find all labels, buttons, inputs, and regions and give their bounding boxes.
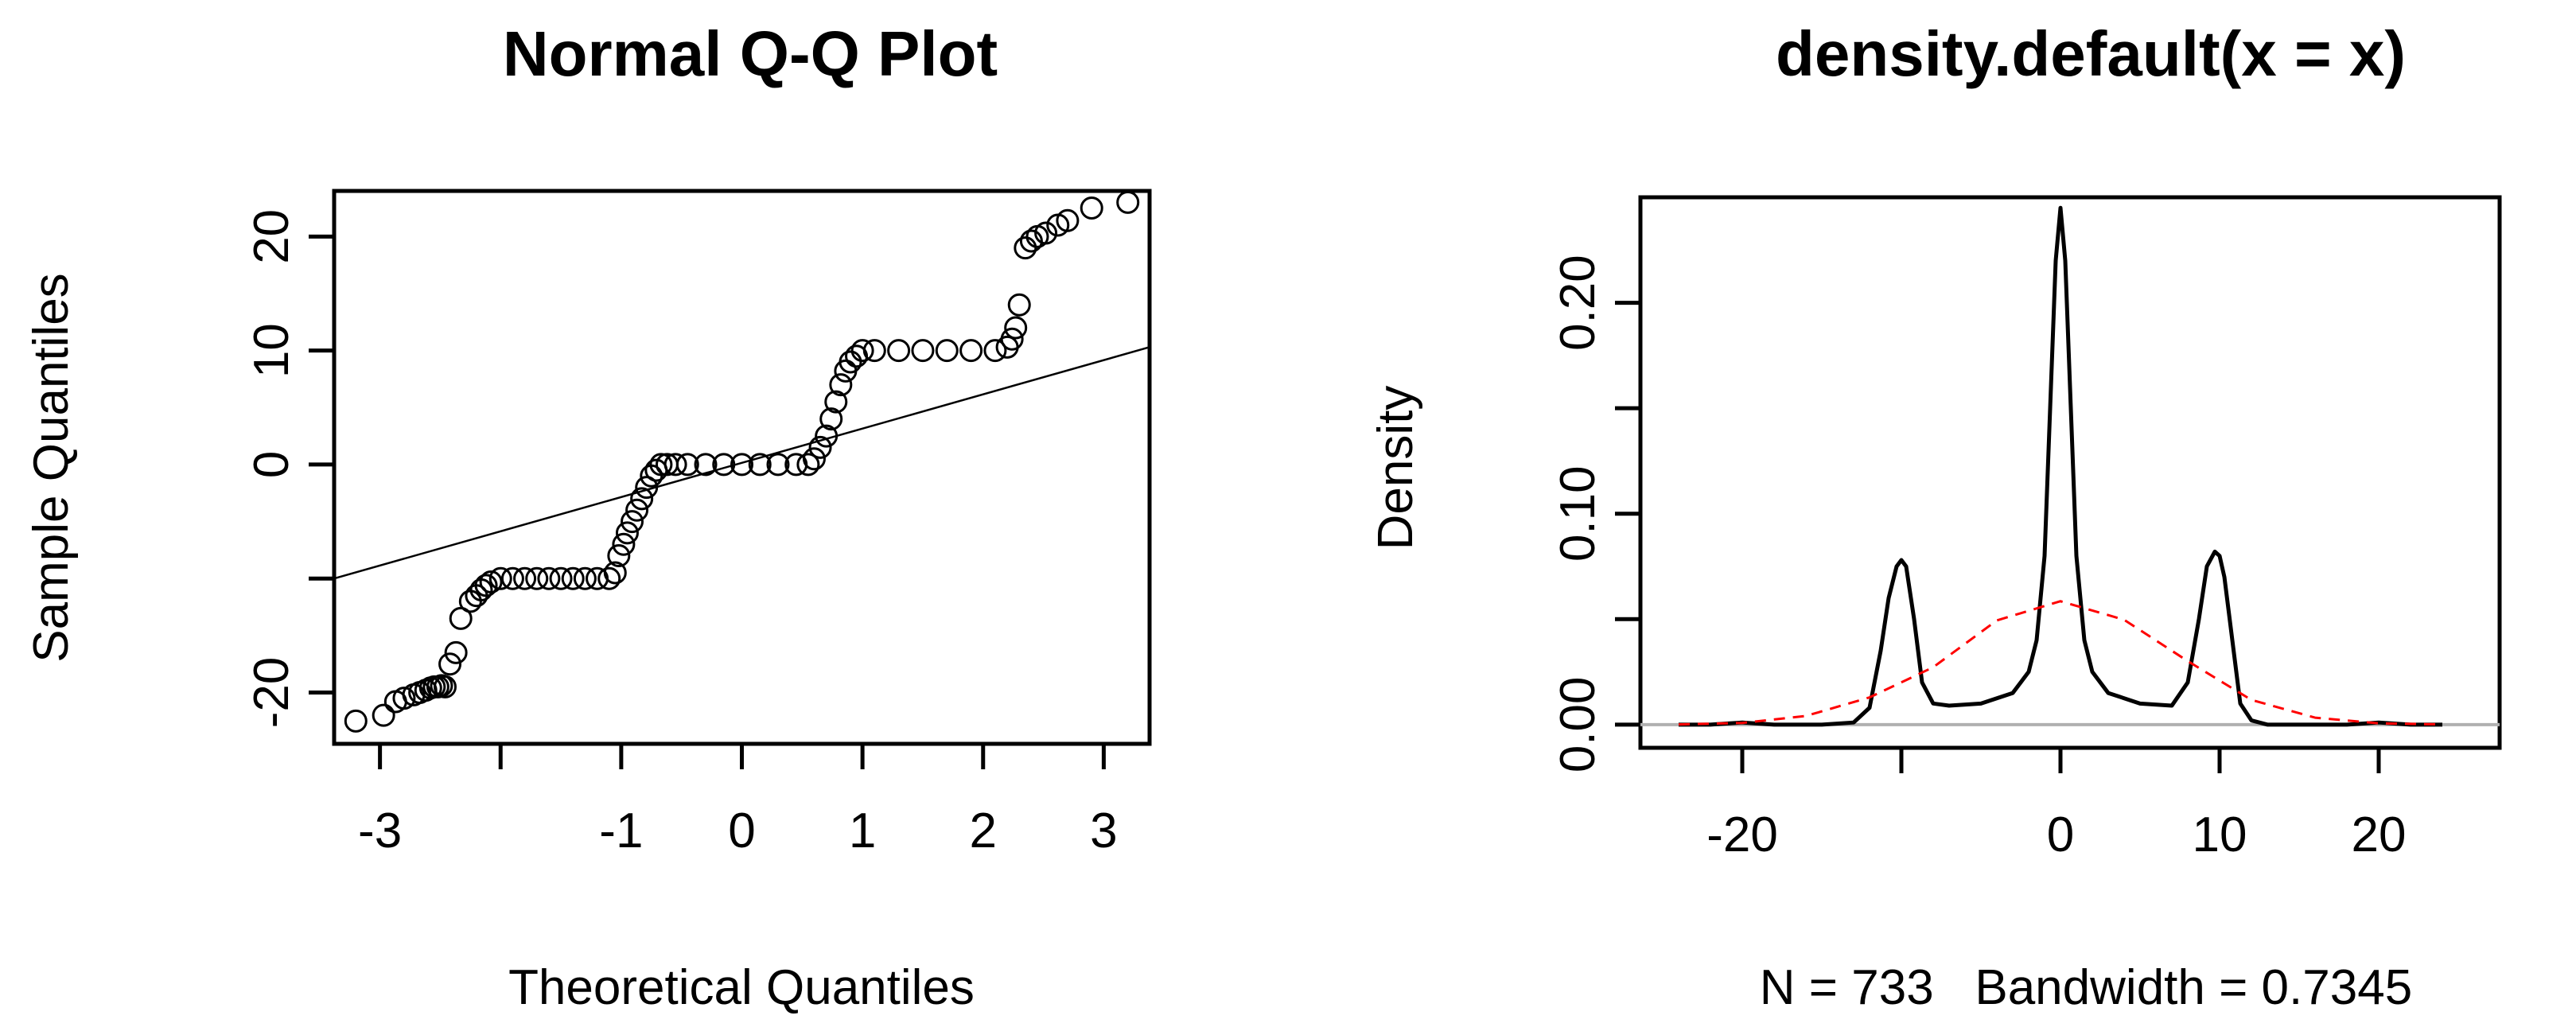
- qq-plot-title: Normal Q-Q Plot: [503, 18, 998, 89]
- qq-point: [959, 339, 983, 363]
- density-plot-title: density.default(x = x): [1776, 18, 2406, 89]
- density-y-tick-label: 0.10: [1551, 465, 1605, 562]
- qq-point: [730, 453, 753, 477]
- qq-point: [537, 566, 561, 590]
- qq-point: [458, 589, 482, 613]
- qq-reference-line: [333, 346, 1150, 580]
- qq-y-axis-label: Sample Quantiles: [24, 273, 79, 662]
- qq-point: [1019, 229, 1043, 253]
- qq-x-tick-label: -3: [358, 803, 402, 858]
- qq-point: [603, 561, 627, 585]
- qq-point: [549, 566, 573, 590]
- qq-point: [597, 566, 621, 590]
- qq-point: [1000, 327, 1024, 351]
- qq-point: [824, 390, 848, 414]
- qq-x-tick-label: -1: [599, 803, 643, 858]
- qq-point: [561, 566, 585, 590]
- qq-point: [748, 453, 772, 477]
- qq-x-tick-label: 3: [1090, 803, 1117, 858]
- qq-point: [694, 453, 718, 477]
- qq-point: [625, 498, 649, 522]
- qq-point: [1014, 236, 1037, 260]
- density-x-axis: -20 0 10 20: [1706, 748, 2406, 862]
- qq-point: [649, 453, 673, 477]
- qq-point: [433, 675, 457, 698]
- qq-x-tick-label: 0: [728, 803, 755, 858]
- density-normal-curve: [1678, 600, 2443, 726]
- qq-points-group: [344, 190, 1140, 733]
- qq-point: [808, 435, 832, 459]
- qq-point: [911, 339, 935, 363]
- qq-point: [815, 424, 839, 448]
- qq-y-tick-label: 10: [244, 323, 299, 378]
- qq-point: [573, 566, 597, 590]
- qq-point: [479, 570, 503, 594]
- qq-point: [513, 566, 537, 590]
- qq-point: [1004, 316, 1028, 340]
- qq-point: [621, 510, 644, 534]
- qq-point: [819, 407, 843, 431]
- qq-x-tick-label: 2: [970, 803, 997, 858]
- qq-point: [796, 453, 820, 477]
- qq-point: [1116, 190, 1140, 214]
- density-x-tick-label: 20: [2352, 807, 2407, 862]
- qq-point: [444, 640, 468, 664]
- qq-point: [887, 339, 911, 363]
- qq-point: [392, 687, 416, 710]
- qq-point: [712, 453, 736, 477]
- density-lines-group: [1678, 205, 2443, 727]
- qq-point: [1034, 221, 1058, 245]
- qq-point: [663, 453, 687, 477]
- qq-x-tick-label: 1: [849, 803, 876, 858]
- qq-x-axis-label: Theoretical Quantiles: [508, 960, 975, 1015]
- qq-point: [607, 544, 631, 568]
- density-y-axis-label: Density: [1368, 386, 1423, 551]
- qq-point: [615, 521, 639, 545]
- qq-point: [438, 652, 462, 676]
- qq-reference-line-group: [333, 346, 1150, 580]
- qq-point: [1007, 293, 1031, 317]
- qq-point: [372, 703, 395, 727]
- qq-point: [630, 487, 654, 511]
- qq-point: [344, 709, 368, 733]
- qq-point: [525, 566, 549, 590]
- density-x-tick-label: -20: [1706, 807, 1778, 862]
- qq-point: [862, 339, 886, 363]
- density-curve: [1679, 205, 2442, 727]
- qq-y-tick-label: -20: [244, 657, 299, 729]
- qq-point: [488, 566, 512, 590]
- qq-point: [935, 339, 959, 363]
- qq-plot-frame: [332, 189, 1152, 746]
- qq-point: [612, 532, 636, 556]
- density-x-tick-label: 0: [2047, 807, 2074, 862]
- qq-point: [829, 373, 853, 397]
- density-y-tick-label: 0.00: [1551, 676, 1605, 772]
- qq-point: [1080, 196, 1103, 220]
- qq-point: [802, 447, 826, 471]
- qq-point: [449, 606, 473, 630]
- density-x-axis-label: N = 733 Bandwidth = 0.7345: [1760, 960, 2412, 1015]
- qq-y-axis: -20 0 10 20: [244, 209, 334, 728]
- qq-point: [500, 566, 524, 590]
- qq-y-tick-label: 0: [244, 451, 299, 478]
- qq-point: [766, 453, 790, 477]
- density-y-tick-label: 0.20: [1551, 255, 1605, 351]
- qq-plot-panel: Normal Q-Q Plot -3 -1 0 1 2 3 -20 0 10 20 Theore…: [24, 18, 1152, 1015]
- qq-x-axis: -3 -1 0 1 2 3: [358, 744, 1118, 858]
- qq-point: [983, 339, 1007, 363]
- qq-point: [675, 453, 699, 477]
- density-x-tick-label: 10: [2193, 807, 2247, 862]
- qq-y-tick-label: 20: [244, 209, 299, 264]
- density-y-axis: 0.00 0.10 0.20: [1551, 255, 1640, 772]
- density-plot-panel: density.default(x = x) -20 0 10 20 0.00 0.10…: [1368, 18, 2502, 1015]
- qq-point: [850, 339, 874, 363]
- qq-point: [474, 574, 498, 597]
- qq-point: [1056, 208, 1080, 232]
- qq-point: [635, 476, 659, 500]
- density-plot-frame: [1638, 195, 2502, 750]
